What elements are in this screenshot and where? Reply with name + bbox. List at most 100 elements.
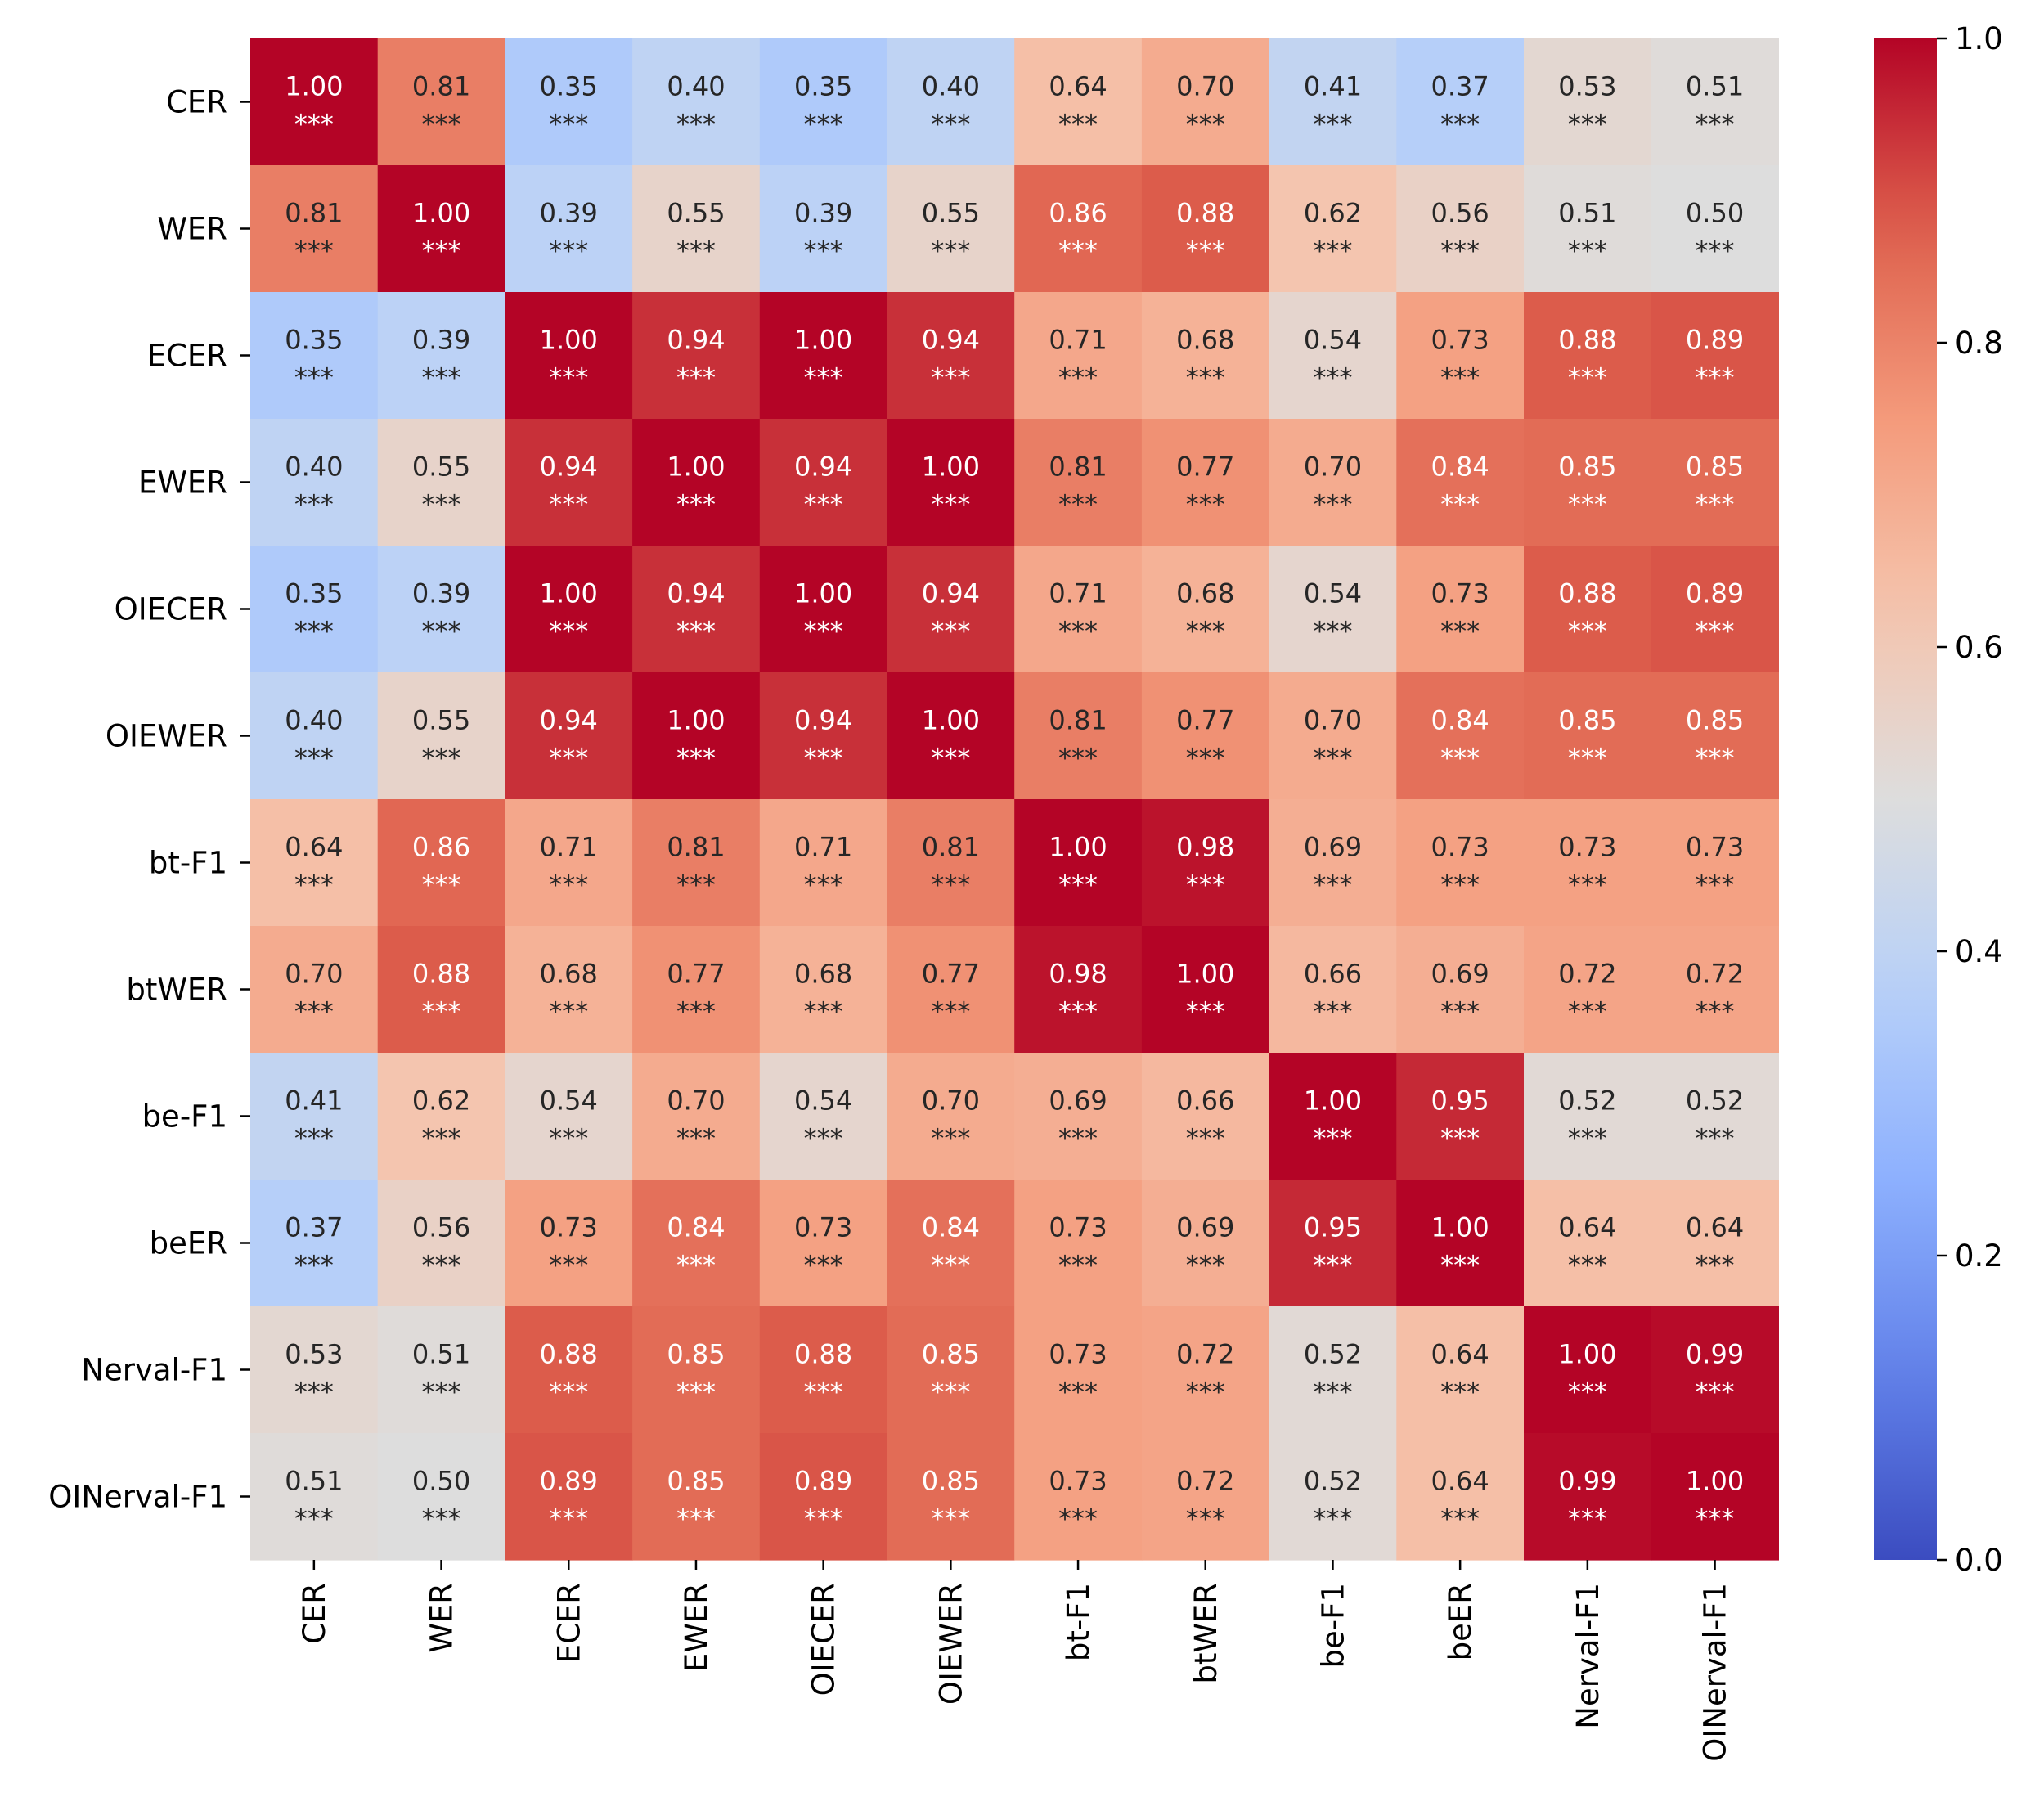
heatmap-cell [250, 419, 379, 546]
cell-significance-label: *** [931, 1377, 970, 1408]
heatmap-cell [1524, 419, 1652, 546]
cell-value-label: 0.70 [285, 959, 343, 990]
cell-value-label: 0.85 [1686, 452, 1744, 483]
cell-value-label: 0.94 [540, 452, 598, 483]
cell-value-label: 0.35 [285, 578, 343, 609]
cell-significance-label: *** [931, 489, 970, 520]
heatmap-cell [250, 926, 379, 1054]
cell-significance-label: *** [1058, 1377, 1098, 1408]
heatmap-cell [1524, 1180, 1652, 1307]
cell-value-label: 1.00 [1431, 1212, 1489, 1243]
cell-value-label: 0.85 [922, 1466, 980, 1497]
cell-value-label: 0.69 [1176, 1212, 1234, 1243]
cell-significance-label: *** [422, 1377, 461, 1408]
cell-significance-label: *** [1058, 996, 1098, 1027]
heatmap-cell [250, 1306, 379, 1434]
cell-value-label: 1.00 [667, 705, 725, 736]
cell-significance-label: *** [1440, 1503, 1480, 1535]
cell-value-label: 0.88 [412, 959, 470, 990]
cell-significance-label: *** [1440, 489, 1480, 520]
cell-significance-label: *** [804, 236, 843, 267]
heatmap-cell [1396, 1180, 1525, 1307]
heatmap-cell [250, 672, 379, 800]
heatmap-cell [1014, 419, 1143, 546]
heatmap-cell [1269, 1053, 1397, 1180]
cell-value-label: 0.99 [1686, 1339, 1744, 1370]
cell-value-label: 0.71 [540, 832, 598, 863]
cell-value-label: 0.55 [922, 198, 980, 229]
cell-value-label: 0.89 [794, 1466, 852, 1497]
cell-value-label: 0.51 [285, 1466, 343, 1497]
heatmap-cell [1269, 799, 1397, 927]
heatmap-cell [1141, 1433, 1270, 1561]
cell-value-label: 0.69 [1304, 832, 1362, 863]
cell-significance-label: *** [676, 109, 716, 140]
heatmap-cell [759, 926, 888, 1054]
heatmap-cell [1141, 38, 1270, 166]
cell-value-label: 0.68 [1176, 325, 1234, 356]
heatmap-cell [1524, 292, 1652, 420]
column-tick-label: WER [425, 1583, 460, 1653]
row-tick-label: OINerval-F1 [48, 1480, 227, 1515]
heatmap-cell [1651, 165, 1779, 293]
row-tick-label: OIEWER [106, 719, 227, 754]
heatmap-cell [1396, 1053, 1525, 1180]
colorbar-tick-label: 0.8 [1955, 326, 2003, 361]
cell-value-label: 0.53 [1558, 71, 1616, 102]
heatmap-cell [1269, 1306, 1397, 1434]
heatmap-cell [632, 1053, 761, 1180]
heatmap-cell [1269, 165, 1397, 293]
cell-value-label: 0.64 [1431, 1339, 1489, 1370]
heatmap-cell [887, 1306, 1015, 1434]
cell-significance-label: *** [1696, 1250, 1735, 1281]
heatmap-cell [1141, 546, 1270, 673]
heatmap-cell [1269, 38, 1397, 166]
cell-value-label: 1.00 [667, 452, 725, 483]
cell-significance-label: *** [422, 743, 461, 774]
cell-significance-label: *** [1313, 870, 1352, 901]
heatmap-cell [1141, 672, 1270, 800]
heatmap-cell [1396, 165, 1525, 293]
column-tick-label: OIEWER [933, 1583, 968, 1705]
heatmap-cell [1014, 926, 1143, 1054]
heatmap-cell [1651, 672, 1779, 800]
cell-value-label: 0.55 [667, 198, 725, 229]
heatmap-cell [1396, 1306, 1525, 1434]
cell-value-label: 0.40 [922, 71, 980, 102]
cell-value-label: 0.94 [540, 705, 598, 736]
heatmap-cell [505, 1306, 633, 1434]
heatmap-cell [505, 165, 633, 293]
colorbar: 0.0 0.2 0.4 0.6 0.8 1.0 [1874, 21, 2003, 1578]
heatmap-cell [1014, 38, 1143, 166]
cell-value-label: 0.55 [412, 705, 470, 736]
cell-value-label: 1.00 [540, 578, 598, 609]
heatmap-cell [377, 546, 505, 673]
cell-significance-label: *** [931, 996, 970, 1027]
cell-significance-label: *** [1440, 616, 1480, 647]
cell-significance-label: *** [422, 1123, 461, 1154]
cell-significance-label: *** [1440, 1250, 1480, 1281]
cell-value-label: 1.00 [922, 452, 980, 483]
cell-value-label: 0.71 [1049, 325, 1107, 356]
heatmap-cell [250, 546, 379, 673]
cell-value-label: 0.88 [1558, 578, 1616, 609]
cell-value-label: 1.00 [1558, 1339, 1616, 1370]
cell-significance-label: *** [1186, 362, 1225, 393]
heatmap-cell [632, 419, 761, 546]
heatmap-cell [1524, 165, 1652, 293]
cell-value-label: 0.86 [1049, 198, 1107, 229]
heatmap-cell [759, 1180, 888, 1307]
heatmap-cell [1524, 1306, 1652, 1434]
cell-value-label: 0.89 [1686, 325, 1744, 356]
cell-value-label: 0.39 [794, 198, 852, 229]
cell-significance-label: *** [1313, 616, 1352, 647]
cell-value-label: 0.68 [1176, 578, 1234, 609]
cell-significance-label: *** [294, 996, 334, 1027]
heatmap-cell [1014, 1053, 1143, 1180]
cell-significance-label: *** [1568, 1503, 1607, 1535]
heatmap-cell [1524, 38, 1652, 166]
cell-significance-label: *** [1568, 109, 1607, 140]
cell-value-label: 0.86 [412, 832, 470, 863]
row-tick-label: EWER [138, 465, 227, 501]
cell-value-label: 0.66 [1304, 959, 1362, 990]
